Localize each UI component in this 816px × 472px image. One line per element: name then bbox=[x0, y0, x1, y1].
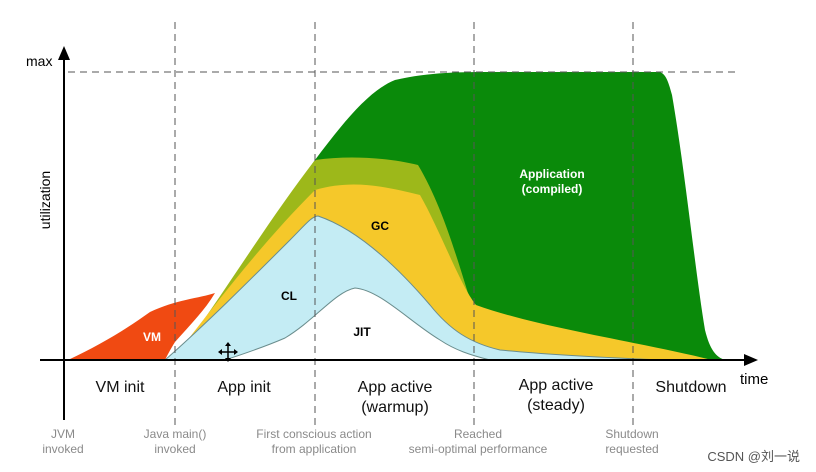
guide-lines bbox=[68, 22, 740, 425]
event-shutdown-line1: Shutdown bbox=[605, 427, 658, 441]
y-axis-arrowhead bbox=[58, 46, 70, 60]
event-java-main-line2: invoked bbox=[154, 442, 195, 456]
application-label: Application bbox=[519, 167, 584, 181]
phase-shutdown: Shutdown bbox=[655, 379, 726, 396]
cl-label: CL bbox=[281, 289, 297, 303]
jit-area bbox=[224, 287, 491, 361]
y-axis-label: utilization bbox=[37, 171, 53, 229]
event-java-main-line1: Java main() bbox=[144, 427, 207, 441]
vm-label: VM bbox=[143, 330, 161, 344]
event-jvm-invoked-line1: JVM bbox=[51, 427, 75, 441]
move-cursor-icon bbox=[218, 342, 238, 362]
phase-app-active-warmup-sub: (warmup) bbox=[361, 399, 429, 416]
x-axis-arrowhead bbox=[744, 354, 758, 366]
gc-label: GC bbox=[371, 219, 389, 233]
event-first-action-line1: First conscious action bbox=[256, 427, 371, 441]
event-jvm-invoked-line2: invoked bbox=[42, 442, 83, 456]
watermark: CSDN @刘一说 bbox=[707, 449, 800, 464]
event-semi-optimal-line1: Reached bbox=[454, 427, 502, 441]
phase-app-active-steady-sub: (steady) bbox=[527, 397, 585, 414]
application-sub-label: (compiled) bbox=[522, 182, 583, 196]
phase-app-init: App init bbox=[217, 379, 271, 396]
max-label: max bbox=[26, 53, 52, 69]
event-shutdown-line2: requested bbox=[605, 442, 658, 456]
cl-area bbox=[163, 215, 661, 361]
phase-app-active-warmup: App active bbox=[358, 379, 433, 396]
event-semi-optimal-line2: semi-optimal performance bbox=[409, 442, 548, 456]
x-axis-label: time bbox=[740, 371, 768, 388]
phase-app-active-steady: App active bbox=[519, 377, 594, 394]
event-first-action-line2: from application bbox=[272, 442, 357, 456]
vm-area bbox=[68, 293, 215, 360]
jit-label: JIT bbox=[353, 325, 371, 339]
phase-vm-init: VM init bbox=[96, 379, 145, 396]
